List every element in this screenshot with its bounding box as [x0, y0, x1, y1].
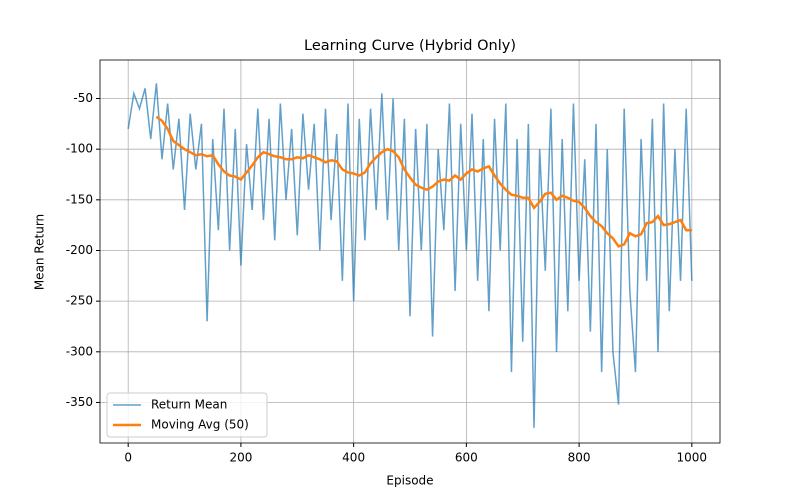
y-tick-label: -250	[66, 294, 93, 308]
y-axis-label: Mean Return	[33, 214, 47, 290]
legend-label: Moving Avg (50)	[151, 418, 249, 432]
legend-box	[106, 392, 268, 438]
y-tick-label: -300	[66, 344, 93, 358]
y-tick-label: -200	[66, 243, 93, 257]
x-tick-label: 200	[229, 451, 252, 465]
legend-label: Return Mean	[151, 398, 227, 412]
x-axis-label: Episode	[386, 474, 433, 488]
y-tick-label: -100	[66, 142, 93, 156]
x-tick-label: 800	[568, 451, 591, 465]
x-tick-label: 0	[124, 451, 132, 465]
plot-frame	[99, 59, 721, 444]
series-line	[155, 115, 692, 248]
x-tick-label: 1000	[677, 451, 708, 465]
chart-title: Learning Curve (Hybrid Only)	[304, 38, 516, 54]
y-tick-label: -350	[66, 395, 93, 409]
x-tick-label: 600	[455, 451, 478, 465]
x-tick-label: 400	[342, 451, 365, 465]
y-tick-label: -50	[73, 91, 93, 105]
y-tick-label: -150	[66, 192, 93, 206]
series-line	[127, 83, 693, 428]
